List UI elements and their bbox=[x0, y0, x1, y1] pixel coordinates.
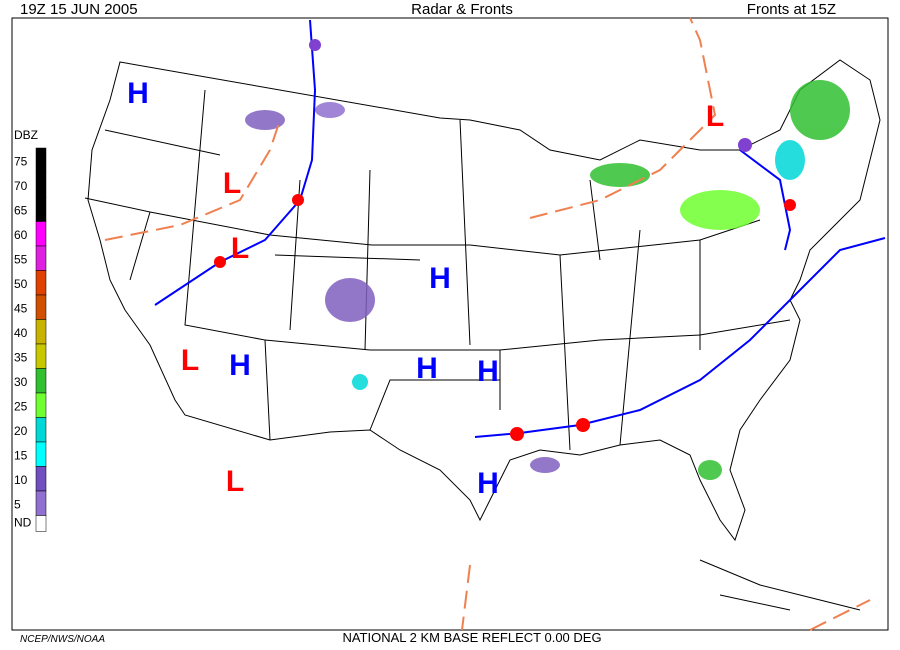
pressure-center: H bbox=[127, 77, 149, 110]
frame bbox=[11, 17, 889, 631]
legend-label: 50 bbox=[14, 277, 28, 291]
radar-echoes bbox=[245, 80, 850, 480]
legend-swatch bbox=[35, 392, 47, 418]
legend-swatch bbox=[35, 196, 47, 222]
legend-swatch bbox=[35, 147, 47, 173]
pressure-center: L bbox=[706, 100, 724, 133]
header-center: Radar & Fronts bbox=[411, 1, 513, 18]
pressure-center: H bbox=[429, 262, 451, 295]
legend-label: 20 bbox=[14, 424, 28, 438]
legend-swatch bbox=[35, 515, 47, 532]
legend-label: 45 bbox=[14, 301, 28, 315]
pressure-center: H bbox=[229, 349, 251, 382]
fronts bbox=[104, 17, 886, 631]
legend-label: 55 bbox=[14, 252, 28, 266]
legend-swatch bbox=[35, 270, 47, 296]
legend-swatch bbox=[35, 417, 47, 443]
header-left: 19Z 15 JUN 2005 bbox=[20, 1, 138, 18]
legend-label: 30 bbox=[14, 375, 28, 389]
legend-label: 40 bbox=[14, 326, 28, 340]
legend-swatch bbox=[35, 172, 47, 198]
legend-label: 70 bbox=[14, 179, 28, 193]
legend-swatch bbox=[35, 221, 47, 247]
legend-label: 35 bbox=[14, 350, 28, 364]
legend-swatch bbox=[35, 319, 47, 345]
legend-label: 10 bbox=[14, 473, 28, 487]
legend-swatch bbox=[35, 343, 47, 369]
pressure-center: L bbox=[226, 465, 244, 498]
legend-swatch bbox=[35, 490, 47, 516]
legend-label: 15 bbox=[14, 448, 28, 462]
outline bbox=[84, 59, 881, 611]
footer-left: NCEP/NWS/NOAA bbox=[20, 634, 105, 645]
legend-label: 60 bbox=[14, 228, 28, 242]
pressure-center: L bbox=[181, 344, 199, 377]
legend-swatch bbox=[35, 441, 47, 467]
pressure-center: H bbox=[477, 467, 499, 500]
legend-label: ND bbox=[14, 516, 32, 530]
legend-swatch bbox=[35, 294, 47, 320]
legend-label: 5 bbox=[14, 497, 21, 511]
header-right: Fronts at 15Z bbox=[747, 1, 836, 18]
legend-label: 25 bbox=[14, 399, 28, 413]
pressure-center: L bbox=[223, 167, 241, 200]
legend-swatch bbox=[35, 466, 47, 492]
footer-center: NATIONAL 2 KM BASE REFLECT 0.00 DEG bbox=[342, 630, 601, 645]
legend-label: 75 bbox=[14, 154, 28, 168]
legend: 75 70 65 60 55 50 45 40 35 30 25 20 15 10 5 ND bbox=[14, 147, 47, 532]
legend-label: 65 bbox=[14, 203, 28, 217]
legend-swatch bbox=[35, 245, 47, 271]
pressure-center: H bbox=[416, 352, 438, 385]
legend-swatch bbox=[35, 368, 47, 394]
pressure-center: H bbox=[477, 355, 499, 388]
legend-title: DBZ bbox=[14, 128, 38, 142]
pressure-center: L bbox=[231, 232, 249, 265]
